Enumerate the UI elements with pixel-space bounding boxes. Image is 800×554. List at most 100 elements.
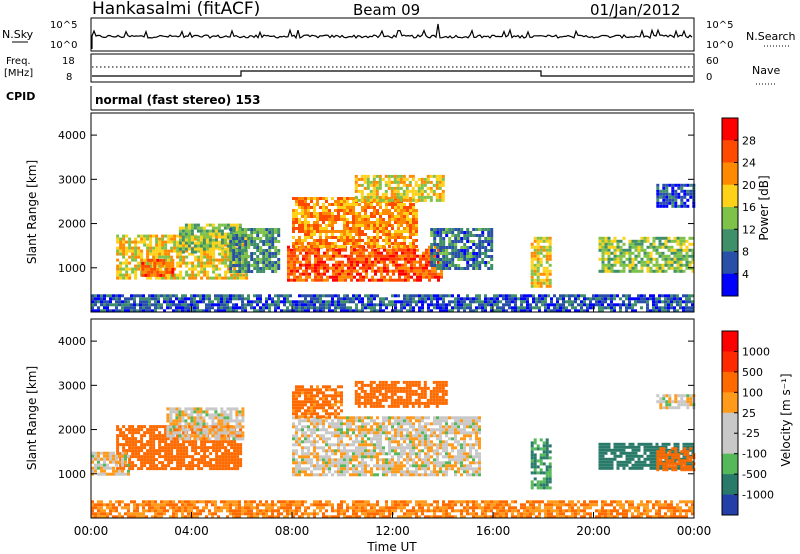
vel-plot-cell xyxy=(128,428,132,432)
power-plot-cell xyxy=(271,234,275,237)
power-plot-cell xyxy=(631,257,635,261)
power-plot-cell xyxy=(688,306,691,310)
power-plot-cell xyxy=(396,174,400,178)
power-plot-cell xyxy=(628,294,631,298)
power-plot-cell xyxy=(122,234,126,238)
vel-plot-cell xyxy=(316,425,319,429)
power-plot-cell xyxy=(403,227,406,230)
power-plot-cell xyxy=(302,248,305,252)
power-plot-cell xyxy=(420,198,424,202)
vel-plot-cell xyxy=(191,449,195,453)
power-plot-cell xyxy=(148,297,151,301)
power-plot-cell xyxy=(209,258,213,262)
power-plot-cell xyxy=(334,303,337,307)
vel-plot-cell xyxy=(316,452,319,456)
date-title: 01/Jan/2012 xyxy=(590,1,681,19)
vel-plot-cell xyxy=(343,452,346,456)
vel-plot-cell xyxy=(166,434,170,438)
power-plot-cell xyxy=(274,264,278,267)
vel-plot-cell xyxy=(137,446,141,450)
power-plot-cell xyxy=(435,174,439,178)
power-plot-cell xyxy=(313,245,316,248)
power-plot-cell xyxy=(391,203,394,206)
power-plot-cell xyxy=(604,251,608,255)
vel-plot-cell xyxy=(227,458,231,462)
power-plot-cell xyxy=(367,303,370,307)
power-plot-cell xyxy=(383,248,386,252)
power-plot-cell xyxy=(539,278,543,282)
power-plot-cell xyxy=(442,240,446,243)
power-plot-cell xyxy=(325,245,328,248)
vel-plot-cell xyxy=(224,458,228,462)
power-plot-cell xyxy=(337,230,340,233)
power-plot-cell xyxy=(347,260,350,264)
power-plot-cell xyxy=(217,309,220,313)
power-plot-cell xyxy=(175,309,178,313)
vel-plot-cell xyxy=(191,464,195,468)
power-plot-cell xyxy=(322,212,325,215)
power-plot-cell xyxy=(539,260,543,264)
power-plot-cell xyxy=(179,234,183,238)
power-plot-cell xyxy=(373,221,376,224)
vel-plot-cell xyxy=(178,422,182,426)
vel-plot-cell xyxy=(179,461,183,465)
power-plot-cell xyxy=(457,240,461,243)
power-plot-cell xyxy=(355,303,358,307)
power-plot-cell xyxy=(238,294,241,298)
power-plot-cell xyxy=(196,229,200,233)
power-plot-cell xyxy=(539,239,543,243)
power-plot-cell xyxy=(360,174,364,178)
power-plot-cell xyxy=(536,248,540,252)
power-plot-cell xyxy=(349,297,352,301)
power-plot-cell xyxy=(631,260,635,264)
power-plot-cell xyxy=(397,209,400,212)
power-plot-cell xyxy=(305,248,308,252)
power-plot-cell xyxy=(202,297,205,301)
power-plot-cell xyxy=(280,309,283,313)
vel-plot-cell xyxy=(188,455,192,459)
power-plot-cell xyxy=(481,306,484,310)
vel-plot-cell xyxy=(167,437,171,441)
power-plot-cell xyxy=(382,245,385,248)
power-plot-cell xyxy=(688,266,692,270)
vel-plot-cell xyxy=(316,461,319,465)
power-plot-cell xyxy=(130,306,133,310)
power-plot-cell xyxy=(166,294,169,298)
power-plot-cell xyxy=(208,294,211,298)
power-plot-cell xyxy=(233,273,237,277)
power-plot-cell xyxy=(128,276,132,280)
power-plot-cell xyxy=(325,236,328,239)
power-plot-cell xyxy=(649,309,652,313)
power-plot-cell xyxy=(289,309,292,313)
vel-plot-cell xyxy=(295,434,298,438)
power-plot-cell xyxy=(571,303,574,307)
power-plot-cell xyxy=(229,229,233,233)
vel-plot-cell xyxy=(158,440,162,444)
power-plot-cell xyxy=(463,303,466,307)
power-plot-cell xyxy=(274,303,277,307)
power-plot-cell xyxy=(601,294,604,298)
power-plot-cell xyxy=(187,303,190,307)
power-plot-cell xyxy=(625,306,628,310)
power-plot-cell xyxy=(338,248,341,252)
power-plot-cell xyxy=(369,192,373,196)
power-plot-cell xyxy=(376,245,379,248)
power-plot-cell xyxy=(664,263,668,267)
power-plot-cell xyxy=(97,309,100,313)
power-plot-cell xyxy=(343,245,346,248)
vel-plot-cell xyxy=(176,434,180,438)
vel-plot-cell xyxy=(170,467,174,471)
vel-plot-cell xyxy=(200,428,204,432)
vel-plot-cell xyxy=(349,461,352,465)
power-plot-cell xyxy=(394,200,397,203)
power-plot-cell xyxy=(232,234,236,237)
power-plot-cell xyxy=(235,240,239,243)
vel-plot-cell xyxy=(307,458,310,462)
power-plot-cell xyxy=(341,263,344,267)
vel-plot-cell xyxy=(316,467,319,471)
power-plot-cell xyxy=(640,306,643,310)
power-plot-cell xyxy=(676,266,680,270)
power-plot-cell xyxy=(355,294,358,298)
power-plot-cell xyxy=(205,244,209,248)
